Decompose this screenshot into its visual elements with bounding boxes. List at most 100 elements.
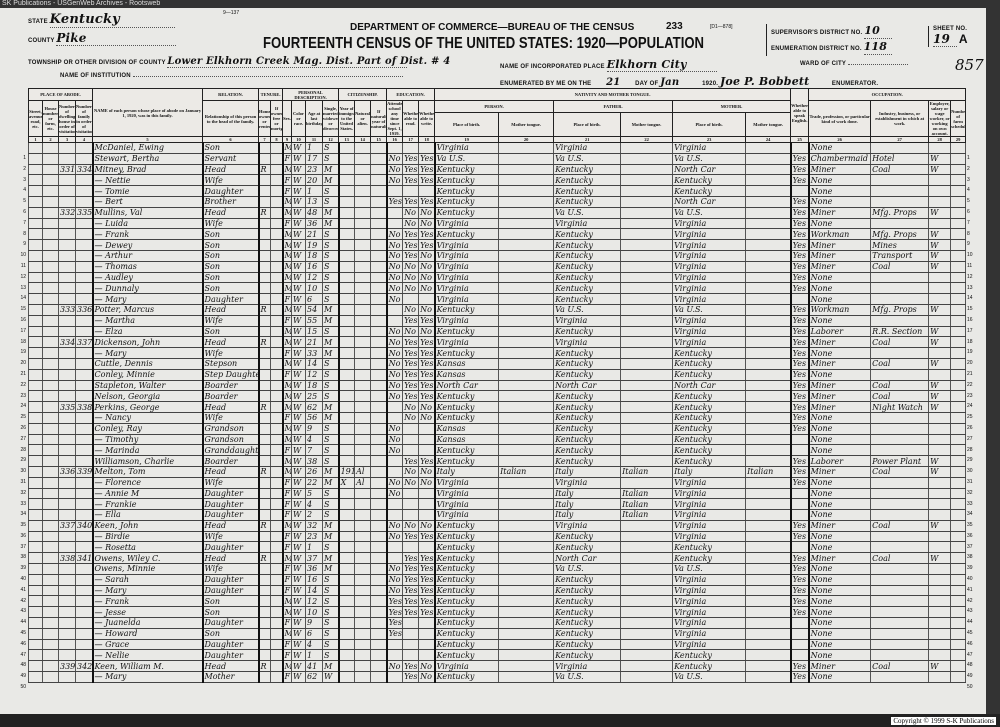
naturalization-cell [354,498,372,511]
speaks-english-cell [789,617,810,629]
employment-class-cell: W [928,401,952,413]
line-number: 19 [967,349,973,356]
house-number-cell [42,249,59,262]
birthplace-cell: Kansas [433,368,500,381]
age-cell: 1 [305,185,324,197]
home-tenure-cell [257,627,272,640]
mortgage-cell [270,379,284,392]
house-number-cell [42,530,59,543]
family-number-cell [74,368,94,381]
relation-cell: Daughter [201,638,260,651]
occupation-cell: None [807,476,872,489]
age-cell: 16 [305,573,324,586]
industry-cell [870,595,930,608]
race-cell: W [291,509,307,521]
home-tenure-cell [257,379,272,392]
birthplace-cell: Virginia [433,336,500,349]
marital-status-cell: S [322,455,340,467]
mother-mother-tongue-cell [745,347,792,359]
mother-birthplace-cell: Virginia [672,282,747,295]
father-birthplace-cell: Virginia [553,314,622,327]
birthplace-cell: Virginia [433,282,500,295]
street-cell [28,530,43,543]
relation-cell: Grandson [201,433,260,446]
mother-tongue-cell [498,347,555,359]
naturalization-cell [354,325,372,338]
farm-schedule-cell [950,271,967,284]
speaks-english-cell: Yes [789,390,810,403]
industry-cell: Mfg. Props [870,228,930,241]
father-mother-tongue-cell [620,627,674,640]
industry-cell [870,476,930,489]
age-cell: 13 [305,195,324,208]
street-cell [28,573,43,586]
can-read-cell: Yes [402,379,420,392]
person-name-cell: Keen, John [91,519,204,532]
mortgage-cell [270,325,284,338]
mother-birthplace-cell: Virginia [672,293,747,305]
person-name-cell: — Mary [91,584,204,597]
enumerator-label: ENUMERATOR. [831,81,879,87]
race-cell: W [291,444,307,457]
farm-schedule-cell [950,552,967,565]
industry-cell [870,314,930,327]
family-number-cell [74,433,94,446]
employment-class-cell: W [928,163,952,176]
speaks-english-cell [789,638,810,651]
farm-schedule-cell [950,336,967,349]
table-row: — Florence Wife F W 22 M X Al No No No Virginia Virg… [28,476,967,489]
home-tenure-cell [257,563,272,575]
sex-cell: F [281,671,293,683]
school-cell: No [385,422,404,435]
father-birthplace-cell: Va U.S. [553,303,622,316]
naturalization-year-cell [370,142,388,154]
birthplace-cell: Italy [433,465,500,478]
person-name-cell: — Frankie [91,498,204,511]
street-cell [28,541,43,554]
age-cell: 37 [305,552,324,565]
speaks-english-cell: Yes [789,368,810,381]
age-cell: 12 [305,271,324,284]
industry-cell: Coal [870,660,930,673]
mortgage-cell [270,271,284,284]
person-name-cell: Stewart, Bertha [91,152,204,165]
table-row: — MarindaGranddaughterFW7SNoKentuckyKent… [28,444,967,457]
father-birthplace-cell: Kentucky [553,347,622,359]
naturalization-year-cell [370,336,388,349]
sex-cell: M [281,228,293,241]
employment-class-cell: W [928,455,952,467]
group-relation: RELATION. [202,88,260,101]
table-row: — Martha Wife F W 55 M Yes Yes Virginia Virginia V… [28,314,967,327]
col-15: If naturalized, year of naturalization. [370,100,388,137]
race-cell: W [291,239,307,251]
house-number-cell [42,552,59,565]
immigration-year-cell [337,206,356,219]
industry-cell [870,217,930,230]
relation-cell: Boarder [201,390,260,403]
naturalization-year-cell [370,390,388,403]
can-read-cell [402,498,420,511]
street-cell [28,617,43,629]
mother-tongue-cell [498,249,555,262]
age-cell: 4 [305,498,324,511]
naturalization-cell [354,239,372,251]
line-number: 30 [20,468,26,475]
birthplace-cell: Kansas [433,422,500,435]
farm-schedule-cell [950,357,967,370]
house-number-cell [42,347,59,359]
naturalization-year-cell [370,638,388,651]
occupation-cell: None [807,185,872,197]
sex-cell: F [281,563,293,575]
father-mother-tongue-cell [620,271,674,284]
speaks-english-cell: Yes [789,573,810,586]
table-row: — Mary Daughter F W 6 S No Virginia Kentucky Virg… [28,293,967,305]
father-mother-tongue-cell [620,541,674,554]
can-read-cell: No [402,519,420,532]
sex-cell: M [281,552,293,565]
immigration-year-cell [337,660,356,673]
mother-mother-tongue-cell [745,455,792,467]
school-cell: No [385,249,404,262]
occupation-cell: Miner [807,249,872,262]
industry-cell [870,530,930,543]
